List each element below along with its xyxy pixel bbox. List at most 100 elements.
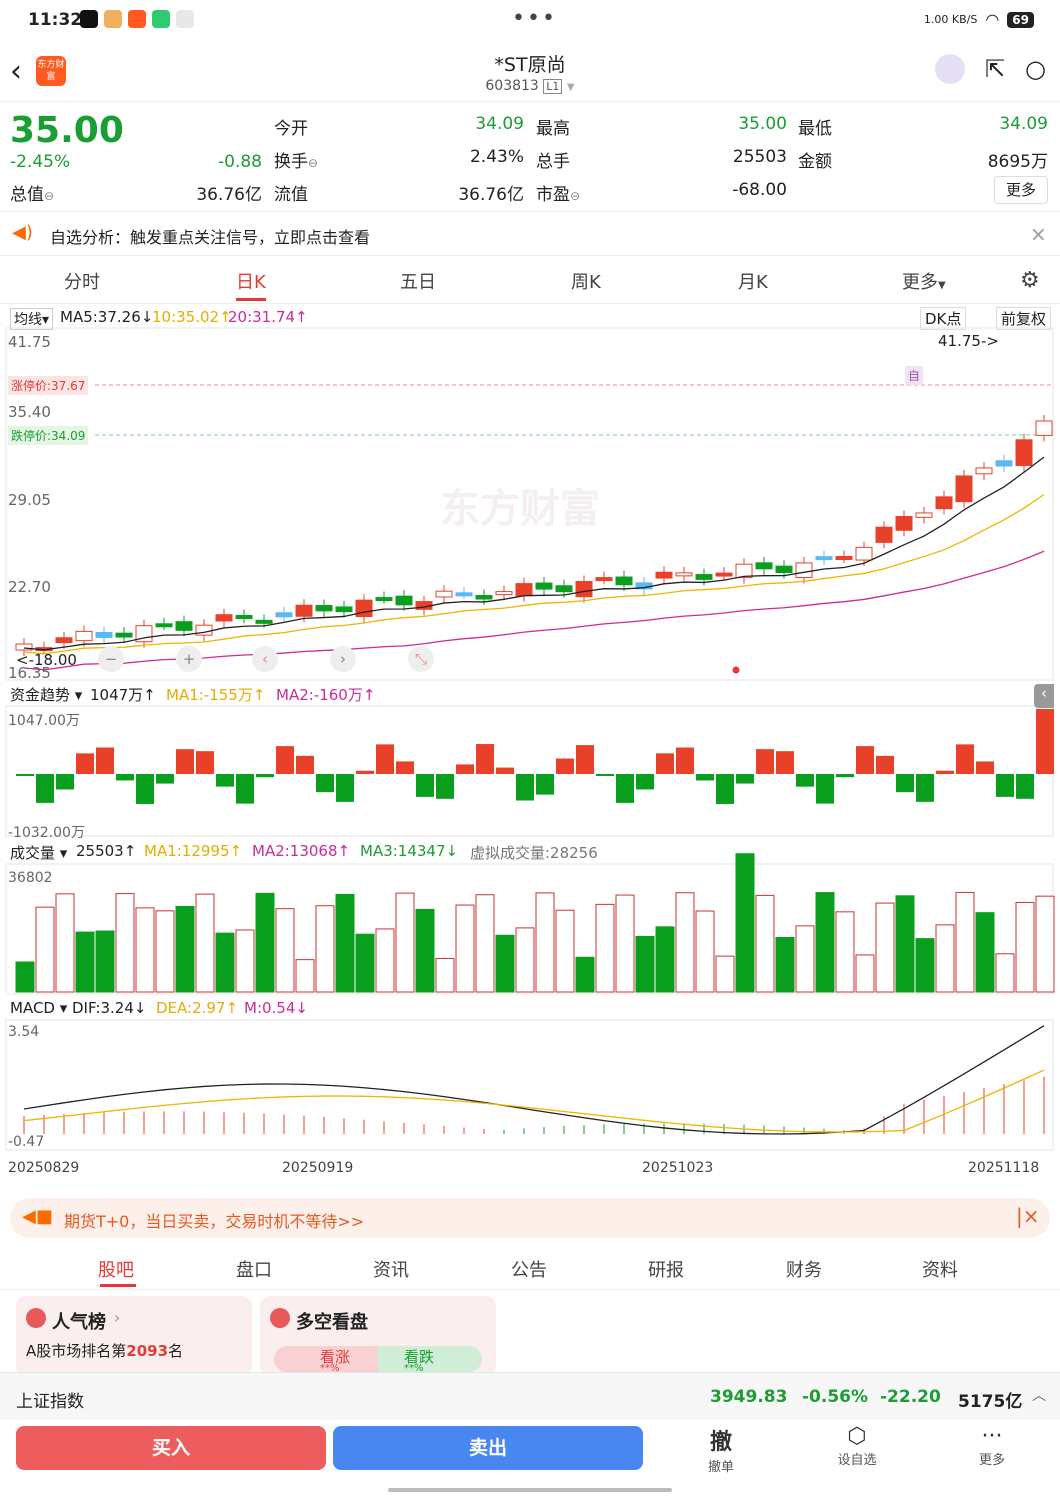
long-short-card[interactable]: 多空看盘 看涨 **% 看跌 **% [260,1296,496,1376]
volume-bar [675,892,695,993]
high-label: 最高 [536,119,570,139]
candle-body [995,460,1013,467]
fund-bar [536,774,554,795]
zoom-in-icon[interactable]: + [176,646,202,672]
volume-bar [35,906,55,993]
candle-body [395,595,413,606]
low-label: 最低 [798,119,832,139]
bear-percent: **% [404,1363,424,1374]
tab-more[interactable]: 更多▼ [902,268,946,294]
fund-bar [856,746,874,774]
tab-pankou[interactable]: 盘口 [236,1260,272,1281]
tab-profile[interactable]: 资料 [922,1260,958,1281]
tab-announcements[interactable]: 公告 [511,1260,547,1281]
zoom-out-icon[interactable]: − [98,646,124,672]
macd-dif: DIF:3.24↓ [72,999,147,1017]
info-icon[interactable]: ⊖ [44,189,55,203]
fund-bar [116,774,134,781]
tab-five-day[interactable]: 五日 [400,272,436,293]
dif-line [23,1025,1045,1135]
pe-label: 市盈⊖ [536,180,580,205]
float-value: 36.76亿 [458,185,524,205]
cancel-order-button[interactable]: 撤 撤单 [696,1424,746,1475]
fund-trend-selector[interactable]: 资金趋势 ▾ [10,686,83,704]
total-value-label: 总值⊖ [10,180,54,205]
macd-selector[interactable]: MACD ▾ [10,999,68,1017]
candle-body [115,632,133,638]
info-icon[interactable]: ⊖ [308,156,319,170]
volume-label: 总手 [536,152,570,172]
candle-body [15,643,33,651]
tab-weekly-k[interactable]: 周K [571,272,601,293]
chevron-up-icon[interactable]: ︿ [1032,1388,1046,1404]
index-change: -22.20 [880,1387,941,1407]
back-icon[interactable]: ‹ [10,54,22,89]
candle-body [915,512,933,518]
bear-button[interactable]: 看跌 **% [378,1346,482,1374]
scroll-right-icon[interactable]: › [330,646,356,672]
volume-bar [75,931,95,993]
fullscreen-icon[interactable]: ⤡ [408,646,434,672]
popularity-card[interactable]: 人气榜 › A股市场排名第2093名 [16,1296,252,1376]
collapse-panel-icon[interactable]: ‹ [1034,684,1054,708]
open-value: 34.09 [475,114,524,134]
tab-guba[interactable]: 股吧 [98,1260,134,1281]
fund-bar [236,774,254,804]
volume-value: 25503 [732,147,787,167]
share-icon[interactable]: ⇱ [984,55,1006,83]
volume-bar [575,956,595,993]
sell-button[interactable]: 卖出 [333,1426,643,1470]
scroll-left-icon[interactable]: ‹ [252,646,278,672]
buy-button[interactable]: 买入 [16,1426,326,1470]
tab-intraday[interactable]: 分时 [64,272,100,293]
limit-down-label: 跌停价:34.09 [8,426,89,445]
candle-body [595,577,613,582]
candle-body [895,515,913,531]
y-tick: 35.40 [8,403,51,421]
kline-chart-svg[interactable] [0,304,1060,1190]
volume-bar [855,954,875,993]
candle-body [175,621,193,631]
adjust-mode-button[interactable]: 前复权 [996,307,1052,330]
tab-reports[interactable]: 研报 [648,1260,684,1281]
chevron-right-icon: › [114,1308,121,1327]
network-speed: 1.00 KB/S [923,13,978,26]
stock-nav-bar: ‹ 东方财富 *ST原尚 603813 L1 ▼ ⇱ ○ [0,40,1060,102]
add-watchlist-button[interactable]: ⬡ 设自选 [830,1424,884,1468]
fund-bar [976,761,994,774]
volume-bar [235,929,255,993]
tab-finance[interactable]: 财务 [786,1260,822,1281]
turnover-value: 2.43% [469,147,524,167]
robot-assistant-icon[interactable] [934,54,965,84]
candle-body [55,637,73,644]
settings-gear-icon[interactable]: ⚙ [1020,268,1040,293]
search-icon[interactable]: ○ [1025,55,1046,83]
index-ticker[interactable]: 上证指数 3949.83 -0.56% -22.20 5175亿 ︿ [0,1372,1060,1420]
tab-daily-k[interactable]: 日K [236,272,266,293]
more-button[interactable]: ··· 更多 [970,1424,1014,1468]
info-icon[interactable]: ⊖ [570,189,581,203]
bull-button[interactable]: 看涨 **% [274,1346,378,1374]
ma-selector[interactable]: 均线▾ [10,308,54,330]
fund-y-bottom: -1032.00万 [8,825,85,841]
close-icon[interactable]: × [1030,222,1047,246]
futures-promo-banner[interactable]: ◀■ 期货T+0，当日买卖，交易时机不等待>> |× [10,1198,1050,1238]
speaker-icon: ◀) [12,222,33,243]
tab-monthly-k[interactable]: 月K [738,272,768,293]
candle-body [315,605,333,612]
close-icon[interactable]: |× [1016,1204,1040,1228]
promo-text: 期货T+0，当日买卖，交易时机不等待>> [64,1212,365,1231]
multitask-dots[interactable]: ••• [512,6,557,31]
candle-body [975,467,993,475]
fund-bar [616,774,634,803]
alert-banner[interactable]: ◀) 自选分析：触发重点关注信号，立即点击查看 × [0,212,1060,256]
more-quote-button[interactable]: 更多 [994,176,1048,204]
volume-selector[interactable]: 成交量 ▾ [10,844,68,862]
stock-code[interactable]: 603813 L1 ▼ [0,78,1060,94]
tab-news[interactable]: 资讯 [373,1260,409,1281]
volume-y-top: 36802 [8,870,53,886]
dk-point-toggle[interactable]: DK点 [920,307,967,330]
volume-bar [415,908,435,993]
stock-chart-area[interactable]: 均线▾ MA5:37.26↓ 10:35.02↑ 20:31.74↑ DK点 前… [0,304,1060,1190]
fund-panel-frame [5,705,1054,837]
